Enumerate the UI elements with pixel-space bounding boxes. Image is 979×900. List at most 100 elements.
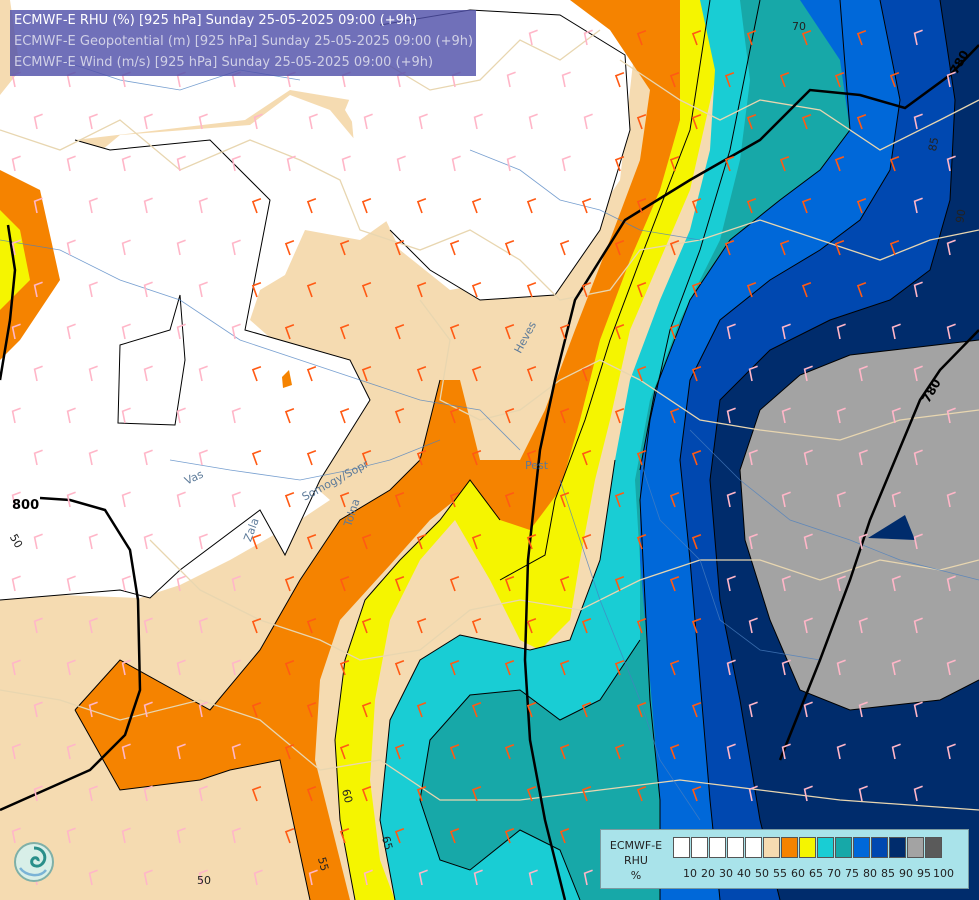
wind-barb [396, 155, 406, 172]
wind-barb [834, 71, 845, 88]
wind-barb [836, 323, 846, 340]
wind-barb [526, 365, 537, 382]
wind-barb [394, 323, 405, 340]
wind-barbs [11, 29, 956, 886]
wind-barb [801, 197, 812, 214]
legend-tick-label: 100 [933, 867, 954, 880]
wind-barb [803, 785, 813, 802]
wind-barb [11, 239, 21, 256]
wind-barb [856, 281, 867, 298]
legend-tick-label: 50 [755, 867, 769, 880]
wind-barb [251, 197, 262, 214]
wind-barb [284, 575, 295, 592]
wind-barb [284, 323, 295, 340]
rhu-label-90: 90 [953, 208, 968, 224]
wind-barb [361, 281, 372, 298]
wind-barb [176, 155, 186, 172]
wind-barb [691, 29, 702, 46]
legend-swatch [889, 837, 906, 858]
place-label-pest: Pest [525, 459, 549, 472]
wind-barb [836, 491, 846, 508]
wind-barb [339, 575, 350, 592]
wind-barb [361, 785, 372, 802]
title-geopotential: ECMWF-E Geopotential (m) [925 hPa] Sunda… [14, 34, 474, 49]
legend-title: ECMWF-E RHU % [603, 838, 669, 883]
wind-barb [748, 449, 758, 466]
wind-barb [614, 743, 625, 760]
wind-barb [614, 575, 625, 592]
wind-barb [143, 785, 153, 802]
wind-barb [559, 575, 570, 592]
wind-barb [198, 449, 208, 466]
wind-barb [669, 155, 680, 172]
wind-barb [506, 155, 516, 172]
wind-barb [946, 323, 956, 340]
legend-title-model: ECMWF-E [609, 839, 663, 852]
wind-barb [781, 659, 791, 676]
wind-barb [504, 827, 515, 844]
wind-barb [176, 575, 186, 592]
wind-barb [11, 575, 21, 592]
wind-barb [88, 197, 98, 214]
wind-barb [781, 407, 791, 424]
wind-barb [636, 113, 647, 130]
wind-barb [636, 701, 647, 718]
wind-barb [471, 701, 482, 718]
wind-barb [781, 743, 791, 760]
wind-barb [504, 407, 515, 424]
wind-barb [858, 701, 868, 718]
wind-barb [143, 617, 153, 634]
wind-barb [143, 701, 153, 718]
wind-barb [361, 365, 372, 382]
wind-barb [669, 659, 680, 676]
wind-barb [726, 323, 736, 340]
wind-barb [781, 491, 791, 508]
wind-barb [416, 701, 427, 718]
wind-barb [231, 323, 241, 340]
wind-barb [946, 239, 956, 256]
wind-barb [801, 281, 812, 298]
wind-barb [946, 155, 956, 172]
wind-barb [339, 323, 350, 340]
wind-barb [746, 281, 757, 298]
wind-barb [891, 407, 901, 424]
rhu-label-50-bottom: 50 [197, 874, 211, 887]
wind-barb [636, 281, 647, 298]
legend-swatch [799, 837, 816, 858]
wind-barb [88, 785, 98, 802]
wind-barb [913, 281, 923, 298]
country-borders [0, 29, 979, 811]
legend-tick-label: 80 [863, 867, 877, 880]
wind-barb [361, 533, 372, 550]
wind-barb [583, 29, 593, 46]
wind-barb [284, 743, 295, 760]
wind-barb [528, 113, 538, 130]
wind-barb [176, 323, 186, 340]
wind-barb [88, 449, 98, 466]
map-title-box: ECMWF-E RHU (%) [925 hPa] Sunday 25-05-2… [10, 10, 476, 76]
wind-barb [748, 365, 758, 382]
wind-barb [504, 743, 515, 760]
wind-barb [88, 617, 98, 634]
wind-barb [583, 869, 593, 886]
legend-swatches [673, 837, 943, 858]
wind-barb [11, 491, 21, 508]
wind-barb [913, 785, 923, 802]
wind-barb [669, 323, 680, 340]
wind-barb [946, 743, 956, 760]
wind-barb [748, 617, 758, 634]
wind-barb [33, 449, 43, 466]
wind-barb [746, 113, 757, 130]
wind-barb [198, 281, 208, 298]
legend-swatch [835, 837, 852, 858]
wind-barb [746, 197, 757, 214]
wind-barb [471, 533, 482, 550]
wind-barb [284, 239, 295, 256]
wind-barb [339, 491, 350, 508]
wind-barb [198, 113, 208, 130]
wind-barb [449, 239, 460, 256]
wind-barb [471, 365, 482, 382]
wind-barb [231, 407, 241, 424]
